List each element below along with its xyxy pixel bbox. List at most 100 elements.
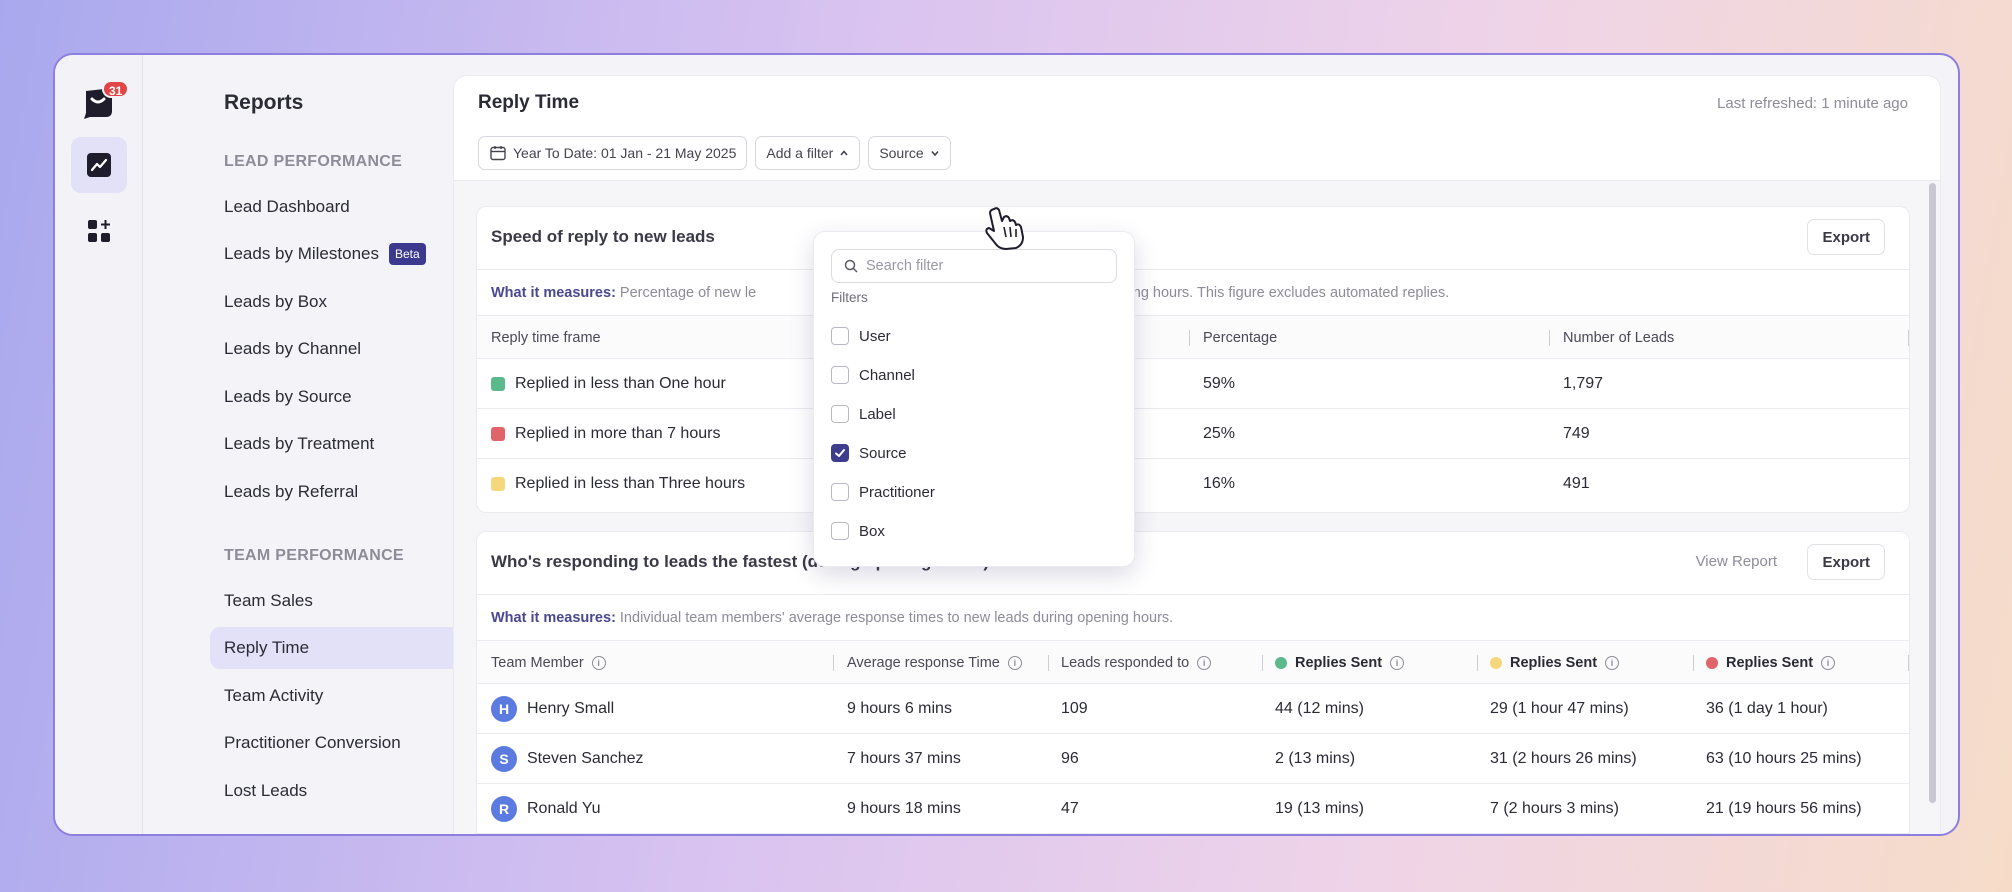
sidebar-item-reply-time[interactable]: Reply Time [210, 627, 482, 669]
report-panel: Reply Time Last refreshed: 1 minute ago … [453, 75, 1941, 834]
measures-label: What it measures: [491, 284, 616, 301]
speed-card-title: Speed of reply to new leads [491, 227, 715, 246]
measures-label: What it measures: [491, 609, 616, 626]
legend-swatch [491, 377, 505, 391]
checkbox[interactable] [831, 405, 849, 423]
leads-responded: 96 [1061, 750, 1079, 767]
sidebar-item-team-sales[interactable]: Team Sales [224, 591, 313, 610]
sidebar-item-leads-by-box[interactable]: Leads by Box [224, 292, 328, 311]
sidebar-item-lead-dashboard[interactable]: Lead Dashboard [224, 197, 350, 216]
filter-search [831, 249, 1117, 283]
source-filter-label: Source [879, 145, 924, 161]
date-range-label: Year To Date: 01 Jan - 21 May 2025 [513, 145, 737, 161]
column-divider [1477, 655, 1478, 671]
replies-fast: 2 (13 mins) [1275, 750, 1356, 767]
info-icon[interactable]: i [1197, 656, 1212, 670]
sidebar-item-leads-by-channel[interactable]: Leads by Channel [224, 339, 362, 358]
fastest-export-button[interactable]: Export [1807, 544, 1885, 580]
row-leads: 491 [1563, 475, 1590, 492]
avg-response: 7 hours 37 mins [847, 750, 961, 767]
measures-text-right: uring opening hours. This figure exclude… [1061, 284, 1450, 301]
filter-toolbar: Year To Date: 01 Jan - 21 May 2025 Add a… [478, 136, 951, 170]
icon-rail: 31 [55, 55, 143, 834]
filter-option-channel[interactable]: Channel [831, 361, 915, 389]
report-content: Speed of reply to new leads Export What … [454, 180, 1940, 834]
sidebar-item-leads-by-milestones[interactable]: Leads by Milestones Beta [210, 233, 482, 275]
column-divider [1549, 330, 1550, 346]
source-filter-button[interactable]: Source [868, 136, 951, 170]
column-divider [1693, 655, 1694, 671]
table-row[interactable]: S Steven Sanchez 7 hours 37 mins 96 2 (13… [477, 734, 1909, 784]
content-scrollbar[interactable] [1929, 183, 1936, 803]
info-icon[interactable]: i [591, 656, 606, 670]
col-team-member: Team Member i [491, 641, 606, 685]
speed-export-button[interactable]: Export [1807, 219, 1885, 255]
apps-nav-button[interactable] [71, 203, 127, 259]
column-divider [833, 655, 834, 671]
sidebar-item-leads-by-source[interactable]: Leads by Source [224, 387, 352, 406]
add-filter-button[interactable]: Add a filter [755, 136, 861, 170]
checkbox[interactable] [831, 366, 849, 384]
member-name: Henry Small [527, 700, 615, 717]
page-title: Reply Time [478, 92, 580, 113]
column-divider [1908, 655, 1909, 671]
measures-text: Individual team members' average respons… [619, 609, 1174, 626]
replies-slow: 21 (19 hours 56 mins) [1706, 800, 1862, 817]
replies-fast: 19 (13 mins) [1275, 800, 1364, 817]
info-icon[interactable]: i [1007, 656, 1022, 670]
date-range-filter[interactable]: Year To Date: 01 Jan - 21 May 2025 [478, 136, 748, 170]
view-report-link[interactable]: View Report [1695, 553, 1777, 570]
checkbox-checked[interactable] [831, 444, 849, 462]
reports-sidebar: Reports LEAD PERFORMANCE Lead Dashboard … [144, 55, 482, 834]
search-icon [844, 259, 858, 273]
row-label: Replied in less than Three hours [515, 475, 746, 492]
replies-slow: 63 (10 hours 25 mins) [1706, 750, 1862, 767]
filter-dropdown: Filters User Channel Label Source Practi… [813, 231, 1135, 567]
checkbox[interactable] [831, 522, 849, 540]
info-icon[interactable]: i [1390, 656, 1405, 670]
table-row[interactable]: R Ronald Yu 9 hours 18 mins 47 19 (13 min… [477, 784, 1909, 834]
sidebar-item-lost-leads[interactable]: Lost Leads [224, 781, 308, 800]
filter-option-source[interactable]: Source [831, 439, 907, 467]
column-divider [1908, 330, 1909, 346]
row-label: Replied in more than 7 hours [515, 425, 721, 442]
info-icon[interactable]: i [1821, 656, 1836, 670]
checkbox[interactable] [831, 483, 849, 501]
member-name: Steven Sanchez [527, 750, 644, 767]
chevron-down-icon [931, 150, 939, 157]
member-name: Ronald Yu [527, 800, 601, 817]
sidebar-item-leads-by-referral[interactable]: Leads by Referral [224, 482, 359, 501]
status-dot [1490, 657, 1502, 669]
checkbox[interactable] [831, 327, 849, 345]
filters-section-label: Filters [831, 290, 868, 305]
avatar: S [491, 746, 517, 772]
sidebar-item-team-activity[interactable]: Team Activity [224, 686, 324, 705]
filter-option-label[interactable]: Label [831, 400, 896, 428]
filter-option-user[interactable]: User [831, 322, 891, 350]
column-divider [1189, 330, 1190, 346]
filter-search-input[interactable] [866, 258, 1106, 274]
app-window: 31 Reports LEAD PERFORMANCE Lead Dashboa… [53, 53, 1960, 836]
sidebar-title: Reports [224, 91, 304, 114]
nav-section-lead-performance: LEAD PERFORMANCE [224, 153, 403, 170]
avg-response: 9 hours 18 mins [847, 800, 961, 817]
col-replies-sent-fast: Replies Sent i [1275, 641, 1405, 685]
checkmark-icon [835, 449, 845, 457]
last-refreshed-text: Last refreshed: 1 minute ago [1717, 95, 1908, 112]
fastest-responders-card: Who's responding to leads the fastest (d… [476, 531, 1910, 834]
measures-text-left: Percentage of new le [619, 284, 757, 301]
col-replies-sent-slow: Replies Sent i [1706, 641, 1836, 685]
speed-of-reply-card: Speed of reply to new leads Export What … [476, 206, 1910, 513]
table-row[interactable]: H Henry Small 9 hours 6 mins 109 44 (12 m… [477, 684, 1909, 734]
status-dot [1706, 657, 1718, 669]
sidebar-item-practitioner-conversion[interactable]: Practitioner Conversion [224, 733, 401, 752]
row-percentage: 16% [1203, 475, 1236, 492]
fastest-table-header: Team Member i Average response Time i Lead… [477, 640, 1909, 684]
filter-option-box[interactable]: Box [831, 517, 885, 545]
sidebar-item-leads-by-treatment[interactable]: Leads by Treatment [224, 434, 375, 453]
info-icon[interactable]: i [1605, 656, 1620, 670]
col-percentage: Percentage [1203, 330, 1278, 346]
filter-option-practitioner[interactable]: Practitioner [831, 478, 935, 506]
reports-nav-button[interactable] [71, 137, 127, 193]
app-logo-icon[interactable] [80, 85, 116, 121]
